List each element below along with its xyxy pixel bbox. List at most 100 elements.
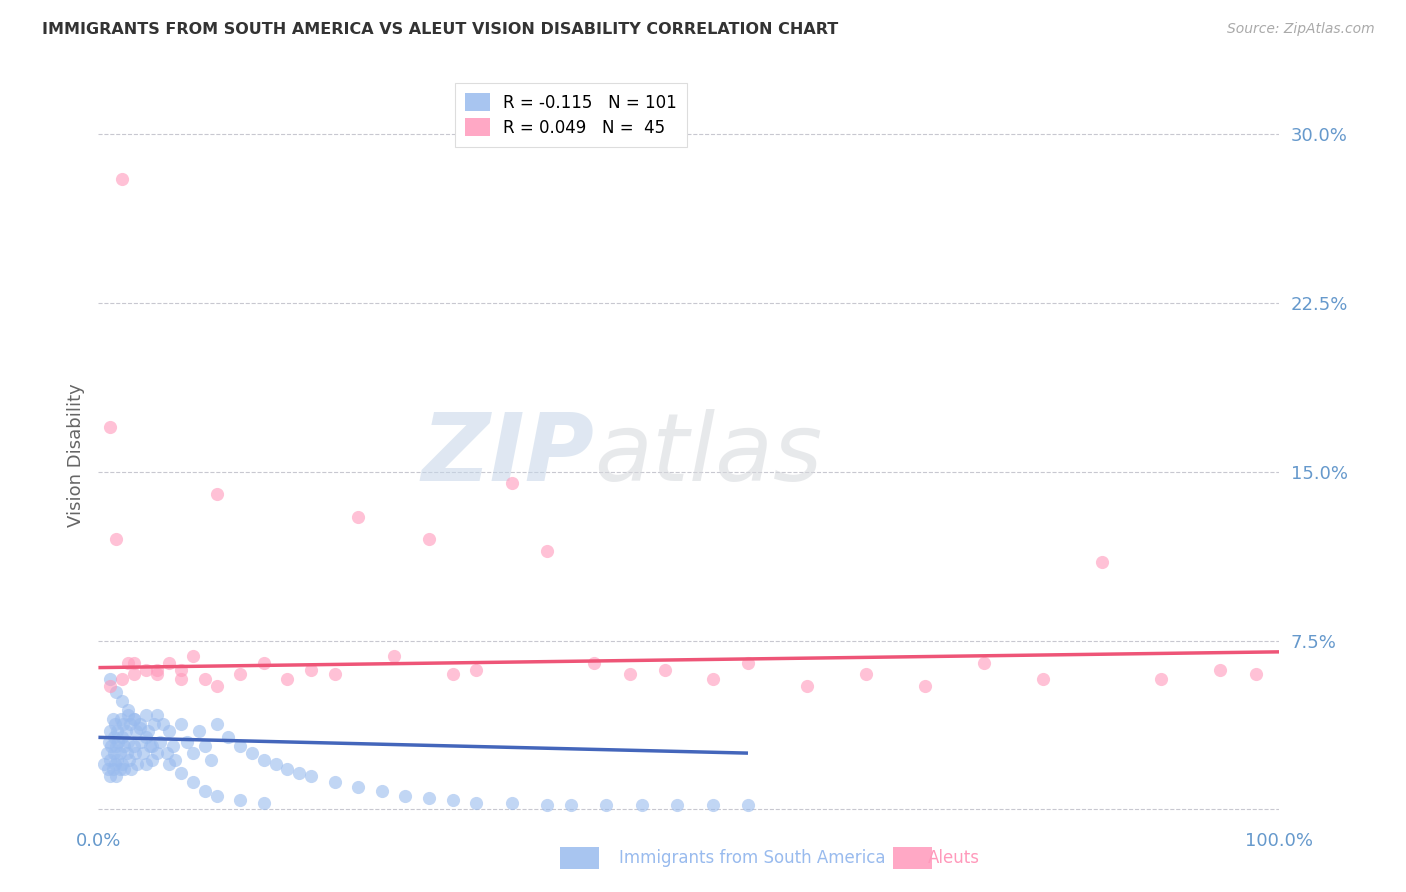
Text: Immigrants from South America: Immigrants from South America: [619, 849, 886, 867]
Point: [418, 533, 440, 547]
Point: [98, 735, 121, 749]
Point: [111, 731, 134, 745]
Point: [654, 663, 676, 677]
Point: [1091, 555, 1114, 569]
Point: [121, 762, 143, 776]
Point: [347, 780, 370, 794]
Point: [200, 753, 222, 767]
Point: [253, 753, 276, 767]
Point: [98, 723, 121, 738]
Point: [111, 672, 134, 686]
Point: [157, 656, 180, 670]
Point: [98, 679, 121, 693]
Point: [114, 723, 136, 738]
Point: [1032, 672, 1054, 686]
Point: [536, 543, 558, 558]
Point: [205, 679, 228, 693]
Point: [105, 723, 128, 738]
Point: [98, 672, 121, 686]
Point: [105, 753, 128, 767]
Point: [560, 797, 582, 812]
Point: [122, 712, 145, 726]
Point: [117, 703, 139, 717]
Point: [170, 766, 193, 780]
Point: [128, 717, 150, 731]
Point: [104, 717, 127, 731]
Point: [1150, 672, 1173, 686]
Point: [1209, 663, 1232, 677]
Point: [156, 746, 179, 760]
Point: [465, 796, 488, 810]
Point: [136, 723, 159, 738]
Point: [135, 663, 157, 677]
Point: [105, 685, 128, 699]
Point: [323, 775, 346, 789]
Text: IMMIGRANTS FROM SOUTH AMERICA VS ALEUT VISION DISABILITY CORRELATION CHART: IMMIGRANTS FROM SOUTH AMERICA VS ALEUT V…: [42, 22, 838, 37]
Point: [914, 679, 936, 693]
Point: [501, 796, 523, 810]
Point: [465, 663, 488, 677]
Point: [118, 753, 141, 767]
Text: atlas: atlas: [595, 409, 823, 500]
Point: [187, 723, 209, 738]
Point: [108, 746, 131, 760]
Point: [382, 649, 405, 664]
Legend: R = -0.115   N = 101, R = 0.049   N =  45: R = -0.115 N = 101, R = 0.049 N = 45: [456, 83, 688, 147]
Point: [146, 707, 169, 722]
Point: [146, 746, 169, 760]
Point: [253, 656, 276, 670]
Point: [122, 712, 145, 726]
Point: [170, 663, 193, 677]
Point: [299, 663, 322, 677]
Point: [240, 746, 263, 760]
Point: [229, 793, 252, 807]
Point: [108, 762, 131, 776]
Point: [229, 667, 252, 681]
Point: [101, 762, 124, 776]
Point: [181, 746, 204, 760]
Point: [181, 649, 204, 664]
Point: [125, 723, 148, 738]
Point: [441, 793, 464, 807]
Point: [111, 172, 134, 186]
Point: [194, 672, 217, 686]
Point: [152, 717, 174, 731]
Point: [441, 667, 464, 681]
Point: [107, 735, 129, 749]
Point: [122, 656, 145, 670]
Point: [135, 707, 157, 722]
Point: [129, 735, 152, 749]
Point: [229, 739, 252, 754]
Point: [702, 797, 724, 812]
Point: [157, 723, 180, 738]
Point: [737, 797, 759, 812]
Point: [101, 712, 124, 726]
Point: [162, 739, 184, 754]
Point: [132, 746, 155, 760]
Text: Source: ZipAtlas.com: Source: ZipAtlas.com: [1227, 22, 1375, 37]
Point: [347, 509, 370, 524]
Point: [666, 797, 689, 812]
Point: [418, 791, 440, 805]
Point: [264, 757, 287, 772]
Point: [149, 735, 172, 749]
Point: [146, 663, 169, 677]
Point: [1244, 667, 1267, 681]
Point: [595, 797, 617, 812]
Point: [100, 739, 122, 754]
Point: [855, 667, 877, 681]
Point: [112, 739, 135, 754]
Point: [105, 533, 128, 547]
Point: [205, 717, 228, 731]
Point: [288, 766, 311, 780]
Point: [117, 656, 139, 670]
Point: [536, 797, 558, 812]
Point: [371, 784, 394, 798]
Point: [583, 656, 606, 670]
Point: [112, 762, 135, 776]
Point: [194, 784, 217, 798]
Point: [141, 753, 163, 767]
Point: [117, 707, 139, 722]
Point: [117, 735, 139, 749]
Point: [122, 739, 145, 754]
